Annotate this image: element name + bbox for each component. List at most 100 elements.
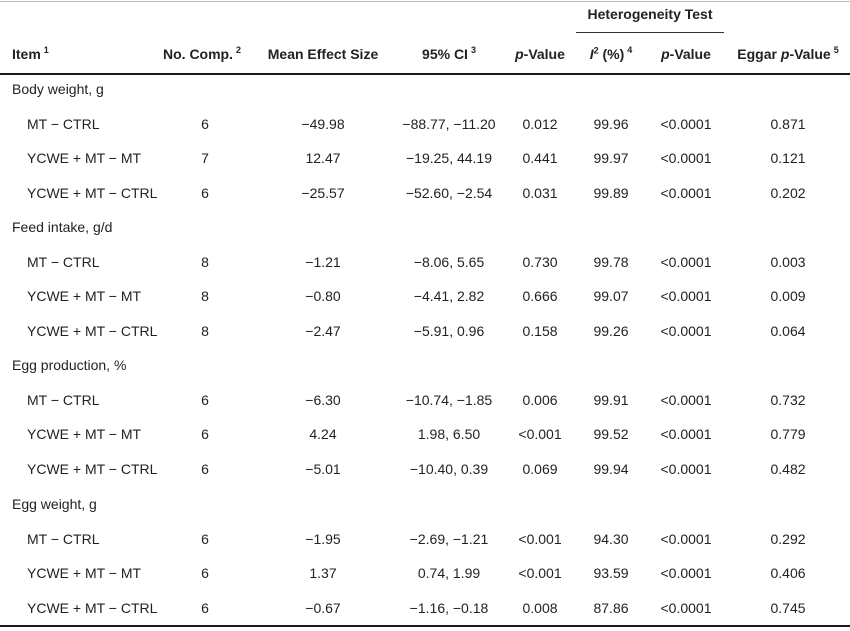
cell-p-value: 0.006 (522, 392, 558, 408)
cell-95-ci: 0.74, 1.99 (417, 565, 481, 581)
cell-i2: 99.96 (593, 116, 629, 132)
cell-i2: 99.26 (593, 323, 629, 339)
cell-mean-effect-size: −25.57 (301, 185, 345, 201)
cell-i2: 93.59 (593, 565, 629, 581)
cell-heterogeneity-p-value: <0.0001 (660, 392, 712, 408)
cell-item: MT − CTRL (27, 116, 100, 132)
cell-95-ci: −10.74, −1.85 (405, 392, 493, 408)
cell-p-value: 0.666 (522, 288, 558, 304)
cell-no-comp: 8 (201, 288, 209, 304)
header-p-value: p-Value (515, 46, 565, 62)
cell-p-value: 0.069 (522, 461, 558, 477)
cell-eggar-p-value: 0.871 (770, 116, 806, 132)
cell-item: YCWE + MT − CTRL (27, 323, 158, 339)
cell-p-value: 0.008 (522, 600, 558, 616)
cell-item: MT − CTRL (27, 392, 100, 408)
heterogeneity-underline (576, 32, 724, 33)
cell-no-comp: 6 (201, 600, 209, 616)
cell-95-ci: −10.40, 0.39 (409, 461, 489, 477)
cell-p-value: 0.730 (522, 254, 558, 270)
group-label: Egg weight, g (12, 496, 97, 512)
cell-mean-effect-size: −1.95 (305, 531, 341, 547)
cell-heterogeneity-p-value: <0.0001 (660, 461, 712, 477)
cell-p-value: 0.031 (522, 185, 558, 201)
cell-mean-effect-size: −6.30 (305, 392, 341, 408)
cell-mean-effect-size: −49.98 (301, 116, 345, 132)
cell-no-comp: 6 (201, 392, 209, 408)
cell-heterogeneity-p-value: <0.0001 (660, 600, 712, 616)
cell-no-comp: 8 (201, 254, 209, 270)
cell-mean-effect-size: −0.67 (305, 600, 341, 616)
cell-95-ci: −4.41, 2.82 (413, 288, 485, 304)
cell-eggar-p-value: 0.745 (770, 600, 806, 616)
cell-i2: 99.91 (593, 392, 629, 408)
header-bottom-rule (0, 73, 850, 75)
cell-item: YCWE + MT − MT (27, 288, 142, 304)
cell-mean-effect-size: 12.47 (305, 150, 341, 166)
cell-no-comp: 6 (201, 565, 209, 581)
cell-95-ci: −52.60, −2.54 (405, 185, 493, 201)
cell-eggar-p-value: 0.292 (770, 531, 806, 547)
cell-95-ci: −2.69, −1.21 (409, 531, 489, 547)
cell-heterogeneity-p-value: <0.0001 (660, 288, 712, 304)
cell-eggar-p-value: 0.121 (770, 150, 806, 166)
cell-p-value: 0.158 (522, 323, 558, 339)
cell-mean-effect-size: −5.01 (305, 461, 341, 477)
cell-mean-effect-size: 4.24 (309, 426, 337, 442)
cell-eggar-p-value: 0.064 (770, 323, 806, 339)
cell-item: MT − CTRL (27, 531, 100, 547)
cell-i2: 99.07 (593, 288, 629, 304)
header-item: Item 1 (12, 45, 49, 62)
cell-no-comp: 6 (201, 116, 209, 132)
cell-heterogeneity-p-value: <0.0001 (660, 323, 712, 339)
cell-95-ci: −8.06, 5.65 (413, 254, 485, 270)
cell-no-comp: 6 (201, 461, 209, 477)
cell-95-ci: −1.16, −0.18 (409, 600, 489, 616)
cell-eggar-p-value: 0.732 (770, 392, 806, 408)
cell-p-value: <0.001 (518, 565, 562, 581)
cell-eggar-p-value: 0.009 (770, 288, 806, 304)
cell-i2: 94.30 (593, 531, 629, 547)
cell-no-comp: 7 (201, 150, 209, 166)
cell-eggar-p-value: 0.779 (770, 426, 806, 442)
cell-eggar-p-value: 0.003 (770, 254, 806, 270)
header-no-comp: No. Comp. 2 (163, 45, 242, 62)
table-bottom-rule (0, 625, 850, 627)
cell-i2: 99.78 (593, 254, 629, 270)
cell-i2: 99.89 (593, 185, 629, 201)
cell-mean-effect-size: 1.37 (309, 565, 337, 581)
cell-heterogeneity-p-value: <0.0001 (660, 185, 712, 201)
cell-i2: 99.52 (593, 426, 629, 442)
cell-item: MT − CTRL (27, 254, 100, 270)
cell-item: YCWE + MT − MT (27, 426, 142, 442)
header-mean-effect-size: Mean Effect Size (267, 46, 379, 62)
cell-no-comp: 6 (201, 531, 209, 547)
cell-p-value: <0.001 (518, 531, 562, 547)
cell-heterogeneity-p-value: <0.0001 (660, 531, 712, 547)
cell-item: YCWE + MT − MT (27, 565, 142, 581)
cell-item: YCWE + MT − CTRL (27, 461, 158, 477)
group-label: Feed intake, g/d (12, 219, 113, 235)
cell-eggar-p-value: 0.482 (770, 461, 806, 477)
cell-item: YCWE + MT − CTRL (27, 600, 158, 616)
cell-no-comp: 6 (201, 426, 209, 442)
cell-item: YCWE + MT − CTRL (27, 185, 158, 201)
header-eggar-p-value: Eggar p-Value 5 (737, 45, 839, 62)
cell-heterogeneity-p-value: <0.0001 (660, 116, 712, 132)
header-i2: I2 (%) 4 (589, 45, 633, 62)
cell-eggar-p-value: 0.406 (770, 565, 806, 581)
cell-mean-effect-size: −1.21 (305, 254, 341, 270)
cell-95-ci: 1.98, 6.50 (417, 426, 481, 442)
cell-no-comp: 6 (201, 185, 209, 201)
group-label: Egg production, % (12, 357, 127, 373)
cell-p-value: 0.012 (522, 116, 558, 132)
cell-eggar-p-value: 0.202 (770, 185, 806, 201)
heterogeneity-test-heading: Heterogeneity Test (587, 6, 713, 22)
cell-95-ci: −19.25, 44.19 (405, 150, 493, 166)
cell-p-value: <0.001 (518, 426, 562, 442)
header-heterogeneity-p-value: p-Value (661, 46, 711, 62)
cell-heterogeneity-p-value: <0.0001 (660, 565, 712, 581)
cell-i2: 87.86 (593, 600, 629, 616)
cell-mean-effect-size: −2.47 (305, 323, 341, 339)
